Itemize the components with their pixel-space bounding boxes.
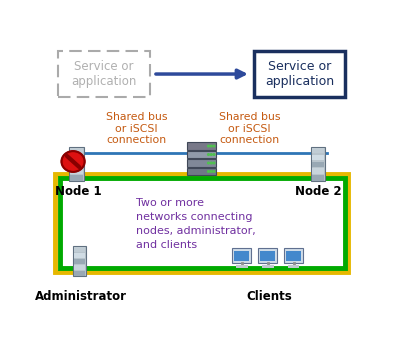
Bar bbox=[258, 248, 277, 263]
Text: Shared bus
or iSCSI
connection: Shared bus or iSCSI connection bbox=[106, 112, 167, 145]
Text: Service or
application: Service or application bbox=[72, 60, 137, 88]
Bar bbox=[70, 155, 83, 160]
Bar bbox=[262, 266, 273, 268]
Bar bbox=[74, 265, 85, 269]
Bar bbox=[312, 168, 324, 174]
Circle shape bbox=[213, 171, 215, 172]
Bar bbox=[70, 168, 83, 174]
Bar bbox=[288, 266, 299, 268]
Circle shape bbox=[63, 153, 83, 170]
Bar bbox=[188, 142, 216, 150]
Text: Node 1: Node 1 bbox=[55, 185, 102, 198]
Bar bbox=[55, 174, 349, 272]
Bar bbox=[73, 246, 86, 276]
Bar bbox=[260, 251, 275, 261]
Text: Two or more
networks connecting
nodes, administrator,
and clients: Two or more networks connecting nodes, a… bbox=[136, 198, 256, 250]
Circle shape bbox=[210, 154, 212, 155]
Bar bbox=[236, 266, 247, 268]
Bar bbox=[312, 175, 324, 181]
Bar bbox=[74, 247, 85, 252]
Bar bbox=[188, 159, 216, 167]
Bar bbox=[284, 248, 303, 263]
Circle shape bbox=[213, 162, 215, 164]
Bar bbox=[70, 175, 83, 181]
Bar bbox=[70, 162, 83, 167]
Circle shape bbox=[213, 145, 215, 147]
Bar bbox=[234, 251, 249, 261]
Text: Shared bus
or iSCSI
connection: Shared bus or iSCSI connection bbox=[219, 112, 280, 145]
Bar bbox=[74, 259, 85, 264]
Circle shape bbox=[210, 145, 212, 147]
Circle shape bbox=[210, 171, 212, 172]
Circle shape bbox=[208, 145, 209, 147]
Bar bbox=[312, 148, 324, 153]
Bar bbox=[74, 271, 85, 275]
Bar bbox=[188, 168, 216, 175]
Circle shape bbox=[208, 162, 209, 164]
Text: Clients: Clients bbox=[246, 290, 292, 303]
Bar bbox=[310, 147, 325, 181]
Text: Administrator: Administrator bbox=[35, 290, 127, 303]
Circle shape bbox=[208, 154, 209, 155]
Circle shape bbox=[210, 162, 212, 164]
Bar bbox=[232, 248, 251, 263]
Bar bbox=[312, 162, 324, 167]
Bar bbox=[70, 148, 83, 153]
Text: Node 2: Node 2 bbox=[295, 185, 341, 198]
Bar bbox=[74, 253, 85, 258]
Bar bbox=[286, 251, 301, 261]
Text: Service or
application: Service or application bbox=[265, 60, 334, 88]
Bar bbox=[69, 147, 84, 181]
Circle shape bbox=[61, 151, 85, 172]
Bar bbox=[60, 178, 346, 268]
Bar bbox=[312, 155, 324, 160]
Bar bbox=[188, 151, 216, 158]
Circle shape bbox=[213, 154, 215, 155]
Circle shape bbox=[208, 171, 209, 172]
